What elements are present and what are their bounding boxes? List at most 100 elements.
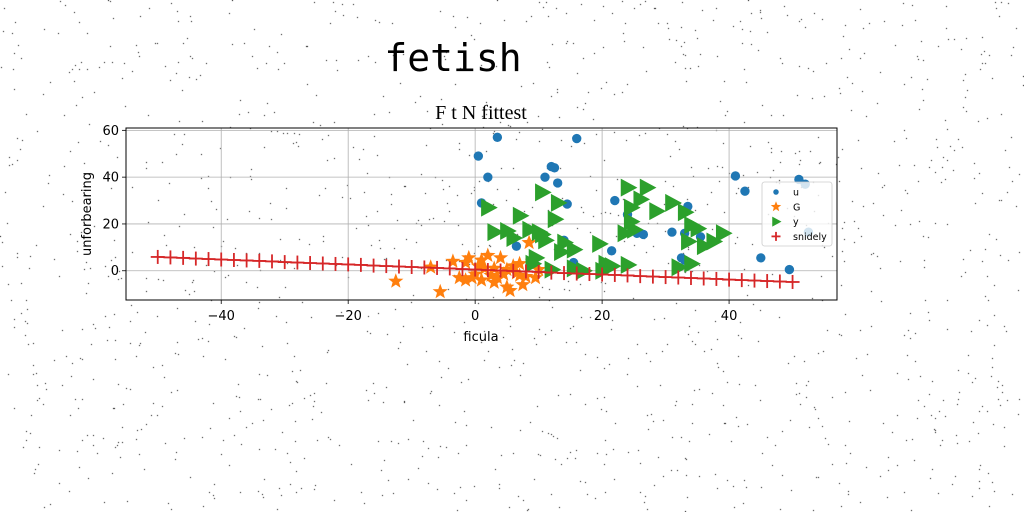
data-point [480,263,495,278]
data-point [592,234,609,253]
data-point [451,269,467,285]
data-point [508,265,524,280]
data-point [518,264,533,279]
y-axis-label: unforbearing [80,172,95,256]
series-G [388,234,547,299]
axis-ticks: −40 −20 0 20 40 0 20 40 60 [102,124,737,324]
data-point [633,190,651,209]
data-point [620,268,635,283]
data-point [303,256,318,271]
data-point [521,234,537,250]
data-point [549,163,560,173]
data-point [671,258,689,277]
data-point [677,203,695,222]
data-point [645,269,660,284]
data-point [696,271,711,286]
data-point [341,257,356,272]
series-u [473,132,814,275]
data-point [473,151,484,161]
series-y [481,178,733,280]
data-point [487,223,505,242]
data-point [239,253,254,268]
data-point [477,260,493,275]
data-point [423,259,439,274]
data-point [785,274,800,289]
data-point [715,224,733,243]
x-tick-label: −20 [334,309,361,324]
data-point [606,246,617,256]
data-point [512,206,530,225]
legend-marker-u [773,189,779,195]
data-point [486,274,502,289]
x-tick-label: −40 [208,309,235,324]
data-point [515,276,531,292]
data-point [683,271,698,286]
legend-marker-G [770,201,782,212]
data-point [696,237,714,256]
data-point [214,252,229,267]
legend-label: y [793,217,799,228]
data-point [531,264,546,279]
legend-label: u [793,188,799,199]
data-point [610,195,620,206]
data-point [540,172,550,182]
data-point [163,250,178,265]
data-point [506,263,521,278]
data-point [633,269,648,284]
data-point [553,178,563,188]
legend: uGy snidely [761,181,833,247]
series-snidely [150,249,800,289]
data-point [525,254,543,273]
data-point [150,249,165,264]
data-point [201,252,216,267]
data-point [188,251,203,266]
data-point [760,274,775,289]
data-point [734,273,749,288]
data-point [620,178,638,197]
data-point [468,262,483,277]
y-tick-label: 0 [111,264,119,279]
data-point [489,269,505,285]
data-point [492,132,503,143]
data-point [277,255,292,270]
data-point [473,252,490,267]
chart-title: F t N fittest [435,102,527,124]
x-tick-label: 40 [721,309,738,324]
data-point [432,283,448,299]
data-marks [150,132,814,299]
y-tick-label: 60 [102,124,119,139]
data-point [671,270,686,285]
data-point [538,231,555,250]
data-point [554,243,571,262]
data-point [665,193,682,212]
data-point [226,252,241,267]
data-point [353,257,368,272]
data-point [527,269,544,285]
data-point [690,219,708,238]
data-point [493,263,508,278]
data-point [512,255,528,271]
legend-label: snidely [793,232,827,243]
data-point [658,270,673,285]
x-axis-label: ficula [463,330,498,345]
data-point [391,259,406,274]
data-point [430,260,445,275]
y-tick-label: 40 [102,171,119,186]
data-point [569,266,584,281]
data-point [623,198,641,217]
data-point [684,254,701,273]
data-point [492,249,509,265]
data-point [366,258,381,273]
data-point [252,253,267,268]
data-point [379,259,394,274]
data-point [582,267,597,282]
legend-marker-snidely [771,231,781,241]
data-point [328,256,343,271]
gridlines [126,128,837,300]
plot-frame [125,127,838,301]
data-point [511,241,522,251]
data-point [772,274,787,289]
data-point [544,260,562,279]
data-point [417,260,432,275]
